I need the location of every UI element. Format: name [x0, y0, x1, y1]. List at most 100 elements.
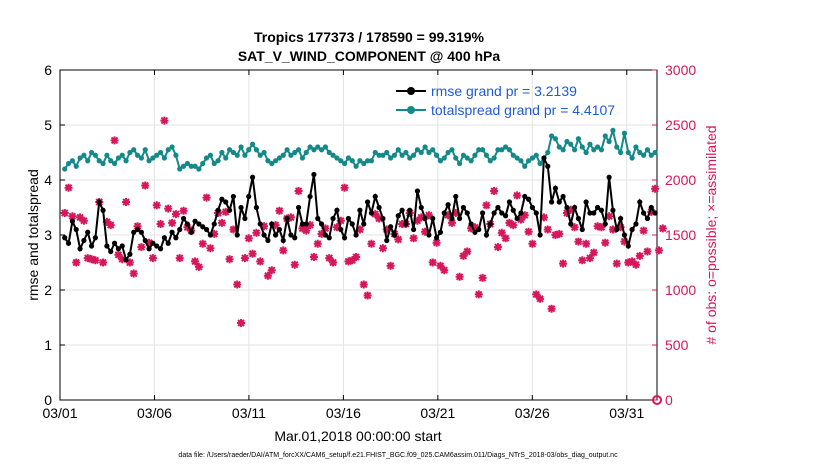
- totalspread-point: [487, 158, 493, 164]
- totalspread-point: [188, 163, 194, 169]
- totalspread-point: [315, 144, 321, 150]
- totalspread-point: [472, 152, 478, 158]
- rmse-point: [65, 240, 72, 246]
- rmse-point: [150, 240, 156, 246]
- rmse-point: [165, 240, 171, 246]
- rmse-point: [564, 204, 570, 211]
- obs-marker: [394, 235, 403, 244]
- obs-marker-dot: [319, 231, 324, 237]
- obs-marker-dot: [93, 258, 98, 263]
- totalspread-point: [545, 149, 551, 156]
- rmse-point: [644, 215, 651, 222]
- obs-marker: [359, 280, 368, 289]
- obs-marker: [271, 221, 280, 230]
- obs-marker-dot: [235, 282, 240, 287]
- totalspread-point: [73, 163, 79, 169]
- totalspread-point: [518, 158, 524, 164]
- totalspread-point: [510, 152, 516, 158]
- obs-marker-dot: [522, 213, 527, 218]
- obs-marker-dot: [453, 210, 458, 216]
- totalspread-point: [445, 149, 451, 156]
- obs-marker-dot: [208, 246, 213, 251]
- obs-possible-marker: [652, 395, 662, 405]
- obs-marker: [555, 229, 564, 238]
- rmse-point: [161, 235, 167, 241]
- obs-marker-dot: [442, 268, 447, 273]
- obs-marker-dot: [369, 241, 374, 246]
- obs-marker-dot: [173, 211, 179, 217]
- totalspread-point: [644, 147, 651, 153]
- totalspread-point: [564, 138, 570, 145]
- rmse-point: [610, 207, 616, 213]
- rmse-point: [407, 207, 413, 213]
- y-right-tick-label: 1000: [665, 282, 696, 298]
- obs-marker: [352, 253, 361, 261]
- obs-marker: [122, 198, 131, 206]
- totalspread-point: [322, 144, 329, 150]
- rmse-point: [88, 243, 95, 249]
- totalspread-point: [641, 152, 647, 158]
- obs-marker-dot: [250, 251, 255, 256]
- totalspread-point: [261, 149, 267, 156]
- totalspread-point: [69, 158, 75, 164]
- obs-marker-dot: [445, 213, 451, 218]
- totalspread-point: [249, 141, 256, 147]
- obs-marker-dot: [139, 244, 144, 250]
- totalspread-point: [226, 147, 233, 153]
- totalspread-point: [625, 149, 631, 156]
- totalspread-point: [606, 138, 612, 145]
- obs-marker-dot: [311, 254, 317, 260]
- rmse-point: [138, 229, 144, 235]
- rmse-point: [549, 199, 555, 205]
- rmse-point: [307, 193, 313, 200]
- y-right-tick-label: 3000: [665, 62, 696, 78]
- y-right-tick-label: 0: [665, 392, 673, 408]
- totalspread-point: [479, 147, 486, 153]
- totalspread-point: [560, 147, 566, 153]
- rmse-point: [560, 193, 566, 200]
- rmse-point: [510, 207, 516, 213]
- totalspread-point: [134, 152, 141, 158]
- totalspread-point: [618, 149, 624, 156]
- obs-marker-dot: [353, 254, 359, 260]
- rmse-point: [537, 232, 543, 238]
- obs-marker: [378, 244, 387, 253]
- totalspread-point: [361, 160, 367, 167]
- totalspread-point: [387, 155, 394, 161]
- totalspread-point: [284, 147, 290, 153]
- totalspread-point: [430, 147, 436, 153]
- obs-marker-dot: [166, 206, 171, 211]
- totalspread-point: [433, 152, 440, 158]
- obs-marker-dot: [530, 241, 535, 246]
- y-left-tick-label: 1: [44, 337, 52, 353]
- totalspread-point: [115, 155, 121, 161]
- obs-marker: [252, 228, 261, 237]
- rmse-point: [207, 232, 214, 238]
- totalspread-point: [119, 152, 125, 158]
- obs-marker-dot: [154, 203, 159, 208]
- rmse-point: [311, 171, 317, 178]
- totalspread-point: [575, 136, 582, 142]
- totalspread-point: [583, 149, 589, 156]
- obs-marker: [386, 261, 395, 270]
- obs-marker-dot: [365, 293, 370, 298]
- obs-marker-dot: [196, 264, 202, 270]
- totalspread-point: [142, 147, 148, 153]
- obs-marker-dot: [238, 320, 244, 326]
- obs-marker: [329, 258, 338, 267]
- obs-marker-dot: [223, 209, 228, 215]
- obs-marker: [424, 211, 433, 220]
- obs-marker: [539, 213, 548, 222]
- rmse-point: [522, 193, 528, 200]
- obs-marker-dot: [246, 236, 251, 241]
- rmse-point: [357, 207, 363, 213]
- y-left-tick-label: 4: [44, 172, 52, 188]
- rmse-point: [341, 235, 348, 241]
- obs-marker-dot: [652, 186, 658, 191]
- x-tick-label: 03/11: [232, 405, 266, 421]
- totalspread-point: [345, 155, 352, 161]
- obs-marker-dot: [461, 253, 466, 259]
- data-file-footnote: data file: /Users/raeder/DAI/ATM_forcXX/…: [178, 452, 618, 459]
- rmse-point: [476, 226, 482, 233]
- obs-marker-dot: [380, 246, 386, 251]
